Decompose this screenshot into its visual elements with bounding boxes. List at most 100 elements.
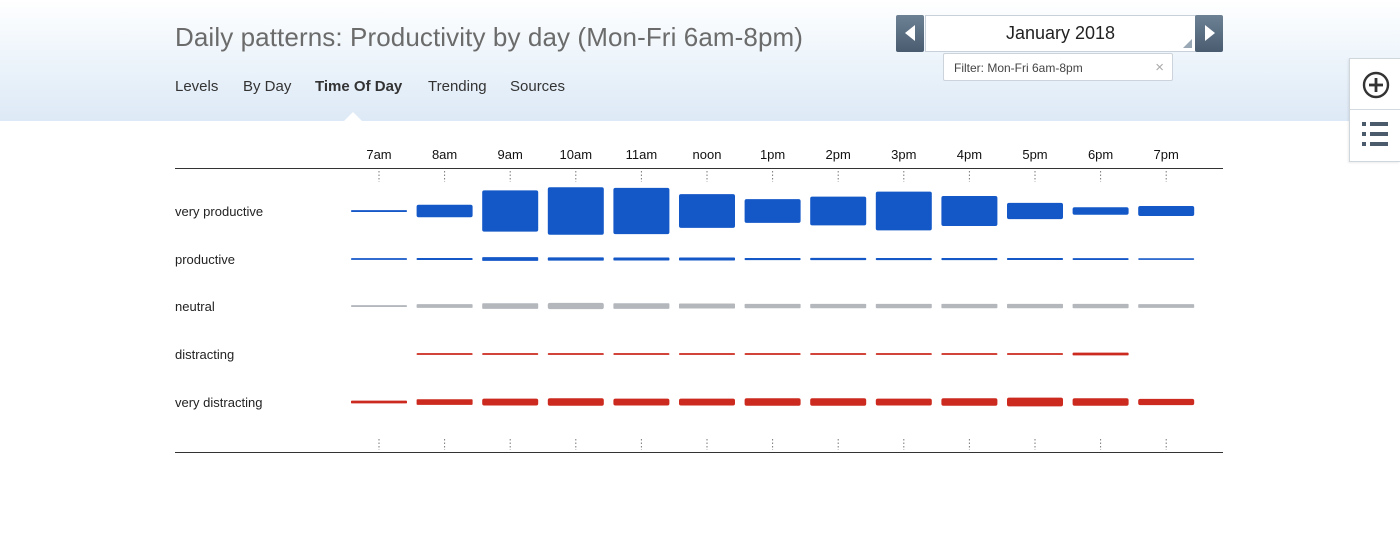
data-bar	[744, 398, 801, 406]
filter-chip: Filter: Mon-Fri 6am-8pm ×	[943, 53, 1173, 81]
data-bar	[679, 257, 735, 261]
tab-levels[interactable]: Levels	[175, 78, 219, 95]
data-bar	[482, 190, 539, 232]
data-bar	[941, 303, 998, 309]
data-bar	[416, 204, 473, 218]
data-bar	[1007, 303, 1063, 309]
data-bar	[1072, 303, 1129, 309]
x-tick-label: 9am	[498, 147, 523, 162]
data-bar	[351, 400, 407, 404]
data-bar	[941, 196, 998, 226]
month-picker: January 2018	[896, 15, 1223, 52]
active-tab-pointer	[344, 112, 362, 121]
data-bar	[679, 303, 735, 309]
data-bar	[744, 257, 801, 261]
x-tick-label: 4pm	[957, 147, 982, 162]
data-bar	[810, 398, 867, 406]
data-bar	[810, 196, 867, 226]
data-bar	[941, 353, 998, 355]
data-bar	[547, 302, 604, 310]
x-tick-label: 3pm	[891, 147, 916, 162]
month-field[interactable]: January 2018	[925, 15, 1196, 52]
data-bar	[416, 399, 473, 405]
x-tick-label: 10am	[560, 147, 593, 162]
x-tick-label: 5pm	[1022, 147, 1047, 162]
data-bar	[810, 257, 867, 261]
data-bar	[875, 303, 932, 309]
data-bar	[613, 257, 670, 261]
previous-month-button[interactable]	[896, 15, 924, 52]
data-bar	[1007, 258, 1063, 260]
filter-label: Filter: Mon-Fri 6am-8pm	[954, 61, 1083, 75]
row-label: distracting	[175, 347, 234, 362]
data-bar	[613, 187, 670, 235]
data-bar	[1072, 258, 1129, 260]
add-button[interactable]	[1350, 59, 1400, 110]
triangle-right-icon	[1205, 25, 1215, 41]
data-bar	[1072, 352, 1129, 356]
x-tick-label: 11am	[626, 147, 658, 162]
data-bar	[744, 353, 801, 355]
row-label: neutral	[175, 299, 215, 314]
x-tick-label: 2pm	[826, 147, 851, 162]
x-tick-label: 8am	[432, 147, 457, 162]
list-icon	[1362, 122, 1388, 146]
plus-circle-icon	[1362, 71, 1390, 99]
data-bar	[875, 191, 932, 231]
data-bar	[416, 353, 473, 355]
data-bar	[351, 210, 407, 212]
next-month-button[interactable]	[1195, 15, 1223, 52]
data-bar	[1138, 304, 1195, 308]
x-tick-label: 7am	[366, 147, 391, 162]
data-bar	[744, 303, 801, 309]
data-bar	[613, 398, 670, 406]
side-panel	[1349, 58, 1400, 162]
data-bar	[547, 398, 604, 406]
tab-time-of-day[interactable]: Time Of Day	[315, 78, 403, 95]
row-label: productive	[175, 252, 235, 267]
data-bar	[351, 258, 407, 260]
data-bar	[1138, 398, 1195, 406]
data-bar	[1138, 258, 1195, 260]
row-label: very productive	[175, 204, 263, 219]
data-bar	[351, 305, 407, 307]
list-view-button[interactable]	[1350, 110, 1400, 160]
data-bar	[482, 303, 539, 309]
data-bar	[679, 398, 735, 406]
x-tick-label: 6pm	[1088, 147, 1113, 162]
resize-grip-icon	[1183, 39, 1192, 48]
data-bar	[875, 398, 932, 406]
data-bar	[1072, 207, 1129, 215]
data-bar	[416, 304, 473, 308]
data-bar	[744, 199, 801, 223]
data-bar	[679, 194, 735, 228]
page-title: Daily patterns: Productivity by day (Mon…	[175, 22, 804, 52]
x-tick-label: noon	[693, 147, 722, 162]
data-bar	[547, 257, 604, 261]
data-bar	[1007, 202, 1063, 220]
tab-sources[interactable]: Sources	[510, 78, 566, 95]
data-bar	[1007, 353, 1063, 355]
data-bar	[416, 258, 473, 260]
data-bar	[482, 398, 539, 406]
row-label: very distracting	[175, 395, 262, 410]
close-icon[interactable]: ×	[1155, 59, 1164, 76]
data-bar	[1138, 206, 1195, 216]
x-tick-label: 7pm	[1154, 147, 1179, 162]
tab-by-day[interactable]: By Day	[243, 78, 292, 95]
data-bar	[875, 353, 932, 355]
tab-trending[interactable]: Trending	[428, 78, 487, 95]
triangle-left-icon	[905, 25, 915, 41]
data-bar	[482, 353, 539, 355]
month-label: January 2018	[1005, 23, 1116, 43]
data-bar	[482, 257, 539, 261]
data-bar	[613, 353, 670, 355]
data-bar	[613, 303, 670, 309]
data-bar	[1072, 398, 1129, 406]
data-bar	[875, 257, 932, 261]
data-bar	[679, 353, 735, 355]
data-bar	[1007, 397, 1063, 407]
data-bar	[941, 398, 998, 406]
data-bar	[810, 353, 867, 355]
